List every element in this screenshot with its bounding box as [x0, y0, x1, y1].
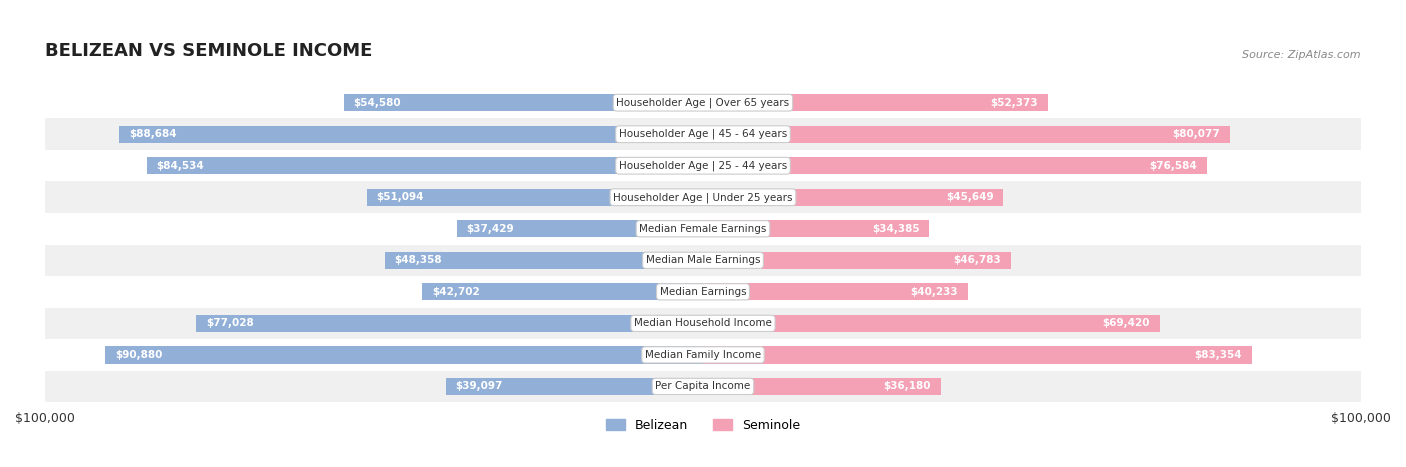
Bar — [45, 339, 1361, 371]
Bar — [367, 189, 703, 206]
Text: Median Female Earnings: Median Female Earnings — [640, 224, 766, 234]
Bar — [45, 308, 1361, 339]
Text: $76,584: $76,584 — [1149, 161, 1197, 171]
Bar — [120, 126, 703, 143]
Bar — [146, 157, 703, 174]
Bar — [45, 182, 1361, 213]
Text: $39,097: $39,097 — [456, 382, 503, 391]
Bar — [703, 94, 1047, 111]
Bar — [45, 276, 1361, 308]
Text: $88,684: $88,684 — [129, 129, 177, 139]
Text: $36,180: $36,180 — [884, 382, 931, 391]
Bar — [422, 283, 703, 300]
Bar — [105, 346, 703, 363]
Legend: Belizean, Seminole: Belizean, Seminole — [600, 414, 806, 437]
Bar — [703, 315, 1160, 332]
Bar — [457, 220, 703, 237]
Bar — [703, 126, 1230, 143]
Bar — [45, 245, 1361, 276]
Text: $34,385: $34,385 — [872, 224, 920, 234]
Text: Median Household Income: Median Household Income — [634, 318, 772, 328]
Bar — [703, 252, 1011, 269]
Text: $42,702: $42,702 — [432, 287, 479, 297]
Bar — [703, 157, 1206, 174]
Bar — [385, 252, 703, 269]
Text: $52,373: $52,373 — [990, 98, 1038, 108]
Text: Median Male Earnings: Median Male Earnings — [645, 255, 761, 265]
Text: $54,580: $54,580 — [354, 98, 401, 108]
Bar — [703, 189, 1004, 206]
Bar — [45, 213, 1361, 245]
Text: $51,094: $51,094 — [377, 192, 425, 202]
Text: Householder Age | 25 - 44 years: Householder Age | 25 - 44 years — [619, 161, 787, 171]
Text: $48,358: $48,358 — [395, 255, 443, 265]
Text: $90,880: $90,880 — [115, 350, 162, 360]
Text: $77,028: $77,028 — [205, 318, 253, 328]
Bar — [45, 371, 1361, 402]
Text: $84,534: $84,534 — [156, 161, 204, 171]
Bar — [45, 150, 1361, 182]
Text: $37,429: $37,429 — [467, 224, 515, 234]
Bar — [446, 378, 703, 395]
Bar — [703, 220, 929, 237]
Bar — [45, 119, 1361, 150]
Text: $40,233: $40,233 — [910, 287, 957, 297]
Text: $83,354: $83,354 — [1194, 350, 1241, 360]
Text: Householder Age | 45 - 64 years: Householder Age | 45 - 64 years — [619, 129, 787, 140]
Bar — [703, 346, 1251, 363]
Text: $80,077: $80,077 — [1173, 129, 1220, 139]
Text: BELIZEAN VS SEMINOLE INCOME: BELIZEAN VS SEMINOLE INCOME — [45, 42, 373, 60]
Bar — [703, 378, 941, 395]
Bar — [344, 94, 703, 111]
Text: $69,420: $69,420 — [1102, 318, 1150, 328]
Text: $45,649: $45,649 — [946, 192, 994, 202]
Text: Householder Age | Under 25 years: Householder Age | Under 25 years — [613, 192, 793, 203]
Bar — [195, 315, 703, 332]
Text: Median Earnings: Median Earnings — [659, 287, 747, 297]
Text: Median Family Income: Median Family Income — [645, 350, 761, 360]
Text: Source: ZipAtlas.com: Source: ZipAtlas.com — [1243, 50, 1361, 60]
Bar — [45, 87, 1361, 119]
Text: Per Capita Income: Per Capita Income — [655, 382, 751, 391]
Bar — [703, 283, 967, 300]
Text: $46,783: $46,783 — [953, 255, 1001, 265]
Text: Householder Age | Over 65 years: Householder Age | Over 65 years — [616, 98, 790, 108]
